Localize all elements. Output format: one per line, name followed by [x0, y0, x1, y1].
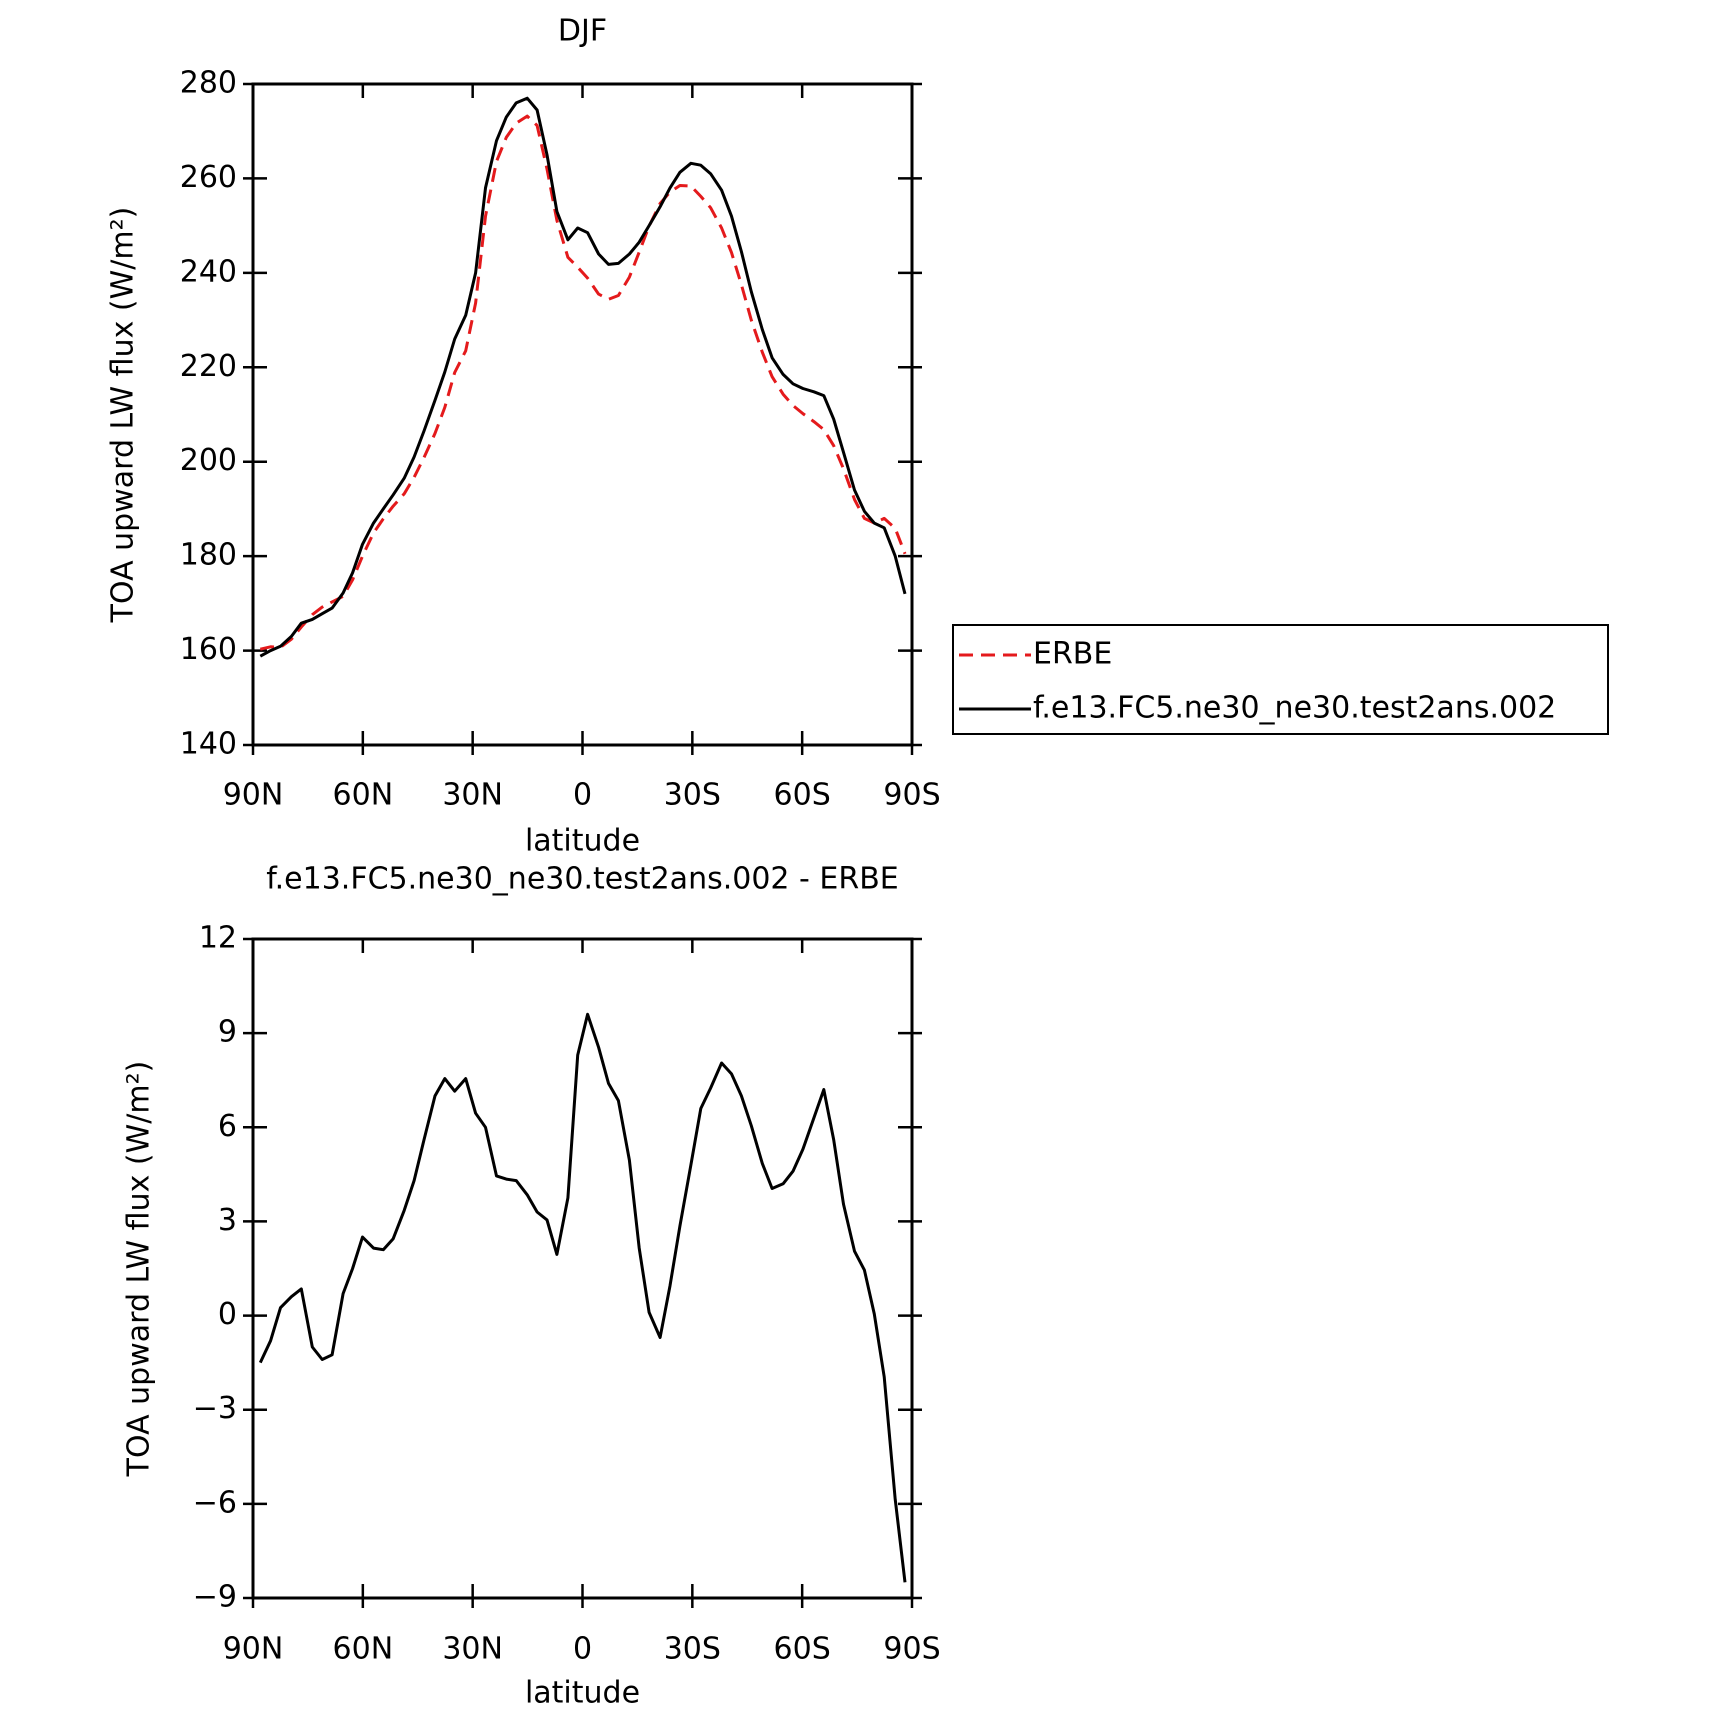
plot-frame — [251, 82, 914, 747]
x-axis-label: latitude — [525, 824, 640, 859]
y-tick-label: −6 — [193, 1485, 237, 1520]
x-tick-label: 90S — [883, 778, 940, 813]
y-tick-label: 220 — [180, 349, 237, 384]
y-tick-label: 260 — [180, 160, 237, 195]
legend-box — [952, 624, 1609, 735]
y-tick-label: 3 — [218, 1203, 237, 1238]
x-tick-label: 0 — [573, 778, 592, 813]
y-tick-label: 140 — [180, 727, 237, 762]
x-tick-label: 90S — [883, 1632, 940, 1667]
x-tick-label: 60S — [774, 778, 831, 813]
x-tick-label: 30S — [664, 778, 721, 813]
legend-label: ERBE — [1033, 637, 1112, 672]
y-axis-label: TOA upward LW flux (W/m²) — [106, 207, 141, 624]
y-tick-label: 9 — [218, 1015, 237, 1050]
y-tick-label: 0 — [218, 1297, 237, 1332]
x-tick-label: 30S — [664, 1632, 721, 1667]
y-tick-label: −3 — [193, 1391, 237, 1426]
y-tick-label: 12 — [199, 921, 237, 956]
y-tick-label: −9 — [193, 1580, 237, 1615]
data-line — [258, 1012, 907, 1583]
x-tick-label: 60N — [333, 778, 394, 813]
x-tick-label: 90N — [223, 778, 284, 813]
x-tick-label: 30N — [442, 1632, 503, 1667]
chart-title: f.e13.FC5.ne30_ne30.test2ans.002 - ERBE — [266, 862, 899, 897]
x-tick-label: 90N — [223, 1632, 284, 1667]
x-tick-label: 60N — [333, 1632, 394, 1667]
chart-title: DJF — [558, 14, 607, 49]
data-line — [259, 114, 907, 651]
y-tick-label: 240 — [180, 254, 237, 289]
y-tick-label: 280 — [180, 66, 237, 101]
x-axis-label: latitude — [525, 1676, 640, 1711]
x-tick-label: 30N — [442, 778, 503, 813]
y-tick-label: 200 — [180, 443, 237, 478]
y-tick-label: 160 — [180, 632, 237, 667]
y-tick-label: 6 — [218, 1109, 237, 1144]
data-line — [259, 96, 907, 658]
y-axis-label: TOA upward LW flux (W/m²) — [122, 1061, 157, 1478]
x-tick-label: 0 — [573, 1632, 592, 1667]
legend-label: f.e13.FC5.ne30_ne30.test2ans.002 — [1033, 691, 1556, 726]
x-tick-label: 60S — [774, 1632, 831, 1667]
y-tick-label: 180 — [180, 538, 237, 573]
